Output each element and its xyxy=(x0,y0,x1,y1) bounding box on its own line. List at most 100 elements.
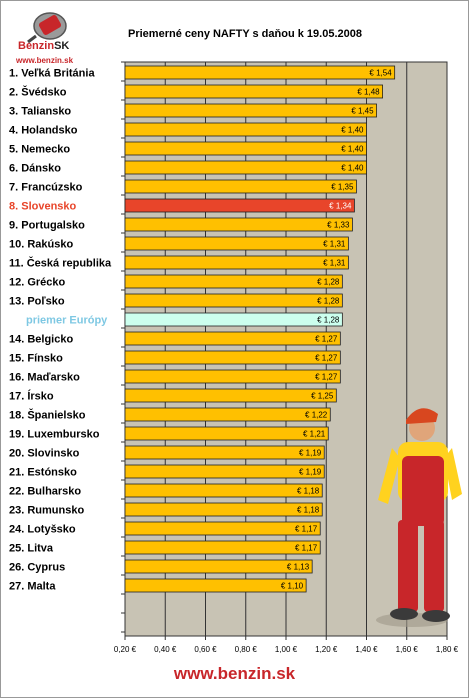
category-label: 15. Fínsko xyxy=(9,353,63,365)
bar-value-label: € 1,54 xyxy=(369,69,392,78)
x-tick-label: 1,00 € xyxy=(275,645,298,654)
category-label: 6. Dánsko xyxy=(9,163,61,175)
category-labels: 1. Veľká Británia 2. Švédsko 3. Taliansko 4… xyxy=(9,68,112,593)
category-label: 13. Poľsko xyxy=(9,296,65,308)
bar xyxy=(124,407,331,422)
bar xyxy=(124,521,321,536)
bar xyxy=(124,540,321,555)
bar xyxy=(124,464,325,479)
bar-value-label: € 1,35 xyxy=(331,183,354,192)
bar-value-label: € 1,31 xyxy=(323,259,346,268)
logo-brand-suffix: SK xyxy=(54,40,70,52)
bar xyxy=(124,331,341,346)
bar xyxy=(124,141,367,156)
chart-title: Priemerné ceny NAFTY s daňou k 19.05.200… xyxy=(128,28,362,40)
x-tick-label: 1,80 € xyxy=(436,645,459,654)
value-labels: € 1,54 € 1,48 € 1,45 € 1,40 € 1,40 € 1,40 € 1,… xyxy=(281,69,392,591)
bar xyxy=(124,274,343,289)
logo-brand-text: Benzin xyxy=(18,40,55,52)
bar xyxy=(124,350,341,365)
category-label: 23. Rumunsko xyxy=(9,505,84,517)
x-tick-label: 0,60 € xyxy=(194,645,217,654)
bar-value-label: € 1,27 xyxy=(315,373,338,382)
category-label: 26. Cyprus xyxy=(9,562,65,574)
category-label: 18. Španielsko xyxy=(9,409,86,422)
category-label: 10. Rakúsko xyxy=(9,239,73,251)
footer-url: www.benzin.sk xyxy=(173,664,296,683)
bar-value-label: € 1,27 xyxy=(315,335,338,344)
bar xyxy=(124,369,341,384)
bar xyxy=(124,426,329,441)
category-label: priemer Európy xyxy=(26,315,108,327)
bar-value-label: € 1,13 xyxy=(287,563,310,572)
attendant-mascot xyxy=(376,408,462,627)
bar xyxy=(124,255,349,270)
x-tick-label: 0,40 € xyxy=(154,645,177,654)
bar-value-label: € 1,10 xyxy=(281,582,304,591)
category-label: 11. Česká republika xyxy=(9,257,112,270)
category-label: 1. Veľká Británia xyxy=(9,68,95,80)
bar-value-label: € 1,31 xyxy=(323,240,346,249)
bar-value-label: € 1,22 xyxy=(305,411,328,420)
x-axis-ticks: 0,20 € 0,40 € 0,60 € 0,80 € 1,00 € 1,20 € 1,40… xyxy=(114,636,459,654)
category-label: 19. Luxembursko xyxy=(9,429,100,441)
bar xyxy=(124,388,337,403)
benzin-logo xyxy=(27,12,67,44)
bar-value-label: € 1,48 xyxy=(357,88,380,97)
category-label: 7. Francúzsko xyxy=(9,182,83,194)
bar xyxy=(124,84,384,99)
logo-brand: BenzinSK xyxy=(18,40,69,52)
category-label: 27. Malta xyxy=(9,581,56,593)
bar xyxy=(124,160,367,175)
bar xyxy=(124,122,367,137)
bar xyxy=(124,198,355,213)
bar-value-label: € 1,19 xyxy=(299,468,322,477)
bar xyxy=(124,103,377,118)
bar xyxy=(124,559,313,574)
category-label: 20. Slovinsko xyxy=(9,448,80,460)
bar xyxy=(124,179,357,194)
category-label: 21. Estónsko xyxy=(9,467,77,479)
logo-url: www.benzin.sk xyxy=(16,56,74,65)
category-label: 14. Belgicko xyxy=(9,334,73,346)
bar xyxy=(124,483,323,498)
category-label: 4. Holandsko xyxy=(9,125,78,137)
category-label: 2. Švédsko xyxy=(9,86,67,99)
bar-value-label: € 1,18 xyxy=(297,506,320,515)
bar-value-label: € 1,17 xyxy=(295,544,318,553)
bar-value-label: € 1,27 xyxy=(315,354,338,363)
bar-value-label: € 1,21 xyxy=(303,430,326,439)
category-label: 24. Lotyšsko xyxy=(9,524,76,536)
category-label: 9. Portugalsko xyxy=(9,220,85,232)
category-label: 3. Taliansko xyxy=(9,106,71,118)
bar xyxy=(124,293,343,308)
bar xyxy=(124,502,323,517)
category-label: 16. Maďarsko xyxy=(9,372,80,384)
bar xyxy=(124,312,343,327)
x-tick-label: 1,40 € xyxy=(355,645,378,654)
category-label: 8. Slovensko xyxy=(9,201,77,213)
bar-value-label: € 1,28 xyxy=(317,316,340,325)
bar xyxy=(124,217,353,232)
bar-value-label: € 1,45 xyxy=(351,107,374,116)
bar xyxy=(124,445,325,460)
category-label: 25. Litva xyxy=(9,543,54,555)
fuel-nozzle-icon xyxy=(27,12,67,44)
bar-value-label: € 1,19 xyxy=(299,449,322,458)
bar xyxy=(124,578,307,593)
bar-value-label: € 1,40 xyxy=(341,164,364,173)
bar-value-label: € 1,17 xyxy=(295,525,318,534)
bar-value-label: € 1,40 xyxy=(341,126,364,135)
bar-value-label: € 1,33 xyxy=(327,221,350,230)
bar-value-label: € 1,40 xyxy=(341,145,364,154)
x-tick-label: 0,80 € xyxy=(235,645,258,654)
bar xyxy=(124,65,396,80)
bar-value-label: € 1,34 xyxy=(329,202,352,211)
category-label: 12. Grécko xyxy=(9,277,66,289)
x-tick-label: 1,60 € xyxy=(396,645,419,654)
category-label: 22. Bulharsko xyxy=(9,486,81,498)
category-label: 17. Írsko xyxy=(9,390,54,403)
bar-value-label: € 1,28 xyxy=(317,297,340,306)
x-tick-label: 1,20 € xyxy=(315,645,338,654)
